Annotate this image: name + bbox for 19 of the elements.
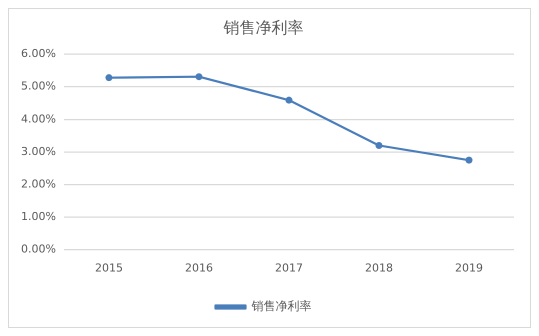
y-tick-label: 2.00% (20, 177, 56, 190)
x-tick-label: 2015 (94, 261, 123, 274)
point (285, 96, 292, 104)
point (105, 74, 112, 82)
y-tick-label: 5.00% (20, 80, 56, 93)
y-tick-label: 4.00% (20, 112, 56, 126)
point (375, 142, 382, 149)
x-tick-label: 2016 (184, 261, 213, 274)
point (195, 73, 202, 80)
y-tick-label: 6.00% (20, 47, 56, 60)
chart-title: 销售净利率 (222, 18, 304, 37)
y-tick-label: 1.00% (20, 210, 56, 224)
point (465, 156, 472, 164)
x-tick-label: 2017 (274, 261, 303, 274)
x-tick-label: 2019 (454, 261, 483, 274)
x-tick-label: 2018 (364, 261, 393, 274)
legend-label: 销售净利率 (250, 299, 312, 314)
y-tick-label: 0.00% (20, 242, 56, 256)
y-tick-label: 3.00% (20, 144, 56, 158)
